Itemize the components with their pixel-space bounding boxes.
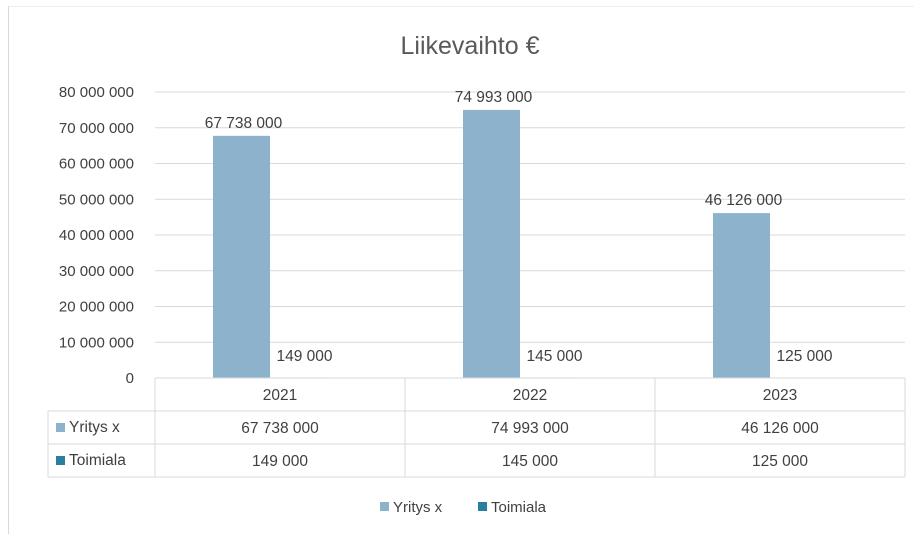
table-row-label: Toimiala: [69, 452, 126, 469]
y-tick-label: 20 000 000: [59, 299, 134, 316]
legend-label-yritys-x: Yritys x: [393, 499, 443, 516]
y-tick-label: 50 000 000: [59, 191, 134, 208]
table-cell: 67 738 000: [241, 420, 319, 437]
y-tick-label: 30 000 000: [59, 263, 134, 280]
data-label: 149 000: [276, 348, 332, 365]
table-legend-key: [56, 456, 65, 465]
bars: [213, 109, 827, 378]
legend-key-yritys-x: [380, 502, 389, 511]
table-cell: 145 000: [502, 453, 558, 470]
table-cell: 125 000: [752, 453, 808, 470]
table-cell: 74 993 000: [491, 420, 569, 437]
legend: Yritys x Toimiala: [380, 499, 547, 516]
y-axis-ticks: 0 10 000 000 20 000 000 30 000 000 40 000 00…: [59, 84, 134, 387]
data-table: 2021 2022 2023 Yritys x 67 738 000 74 993 000…: [47, 377, 906, 478]
bar-yritys-x-2021: [213, 135, 270, 378]
chart-frame: [8, 6, 914, 534]
bar-yritys-x-2022: [463, 109, 520, 378]
data-label: 67 738 000: [205, 115, 283, 132]
y-tick-label: 70 000 000: [59, 120, 134, 137]
legend-key-toimiala: [478, 502, 487, 511]
data-labels: 67 738 000 149 000 74 993 000 145 000 46 126…: [205, 89, 833, 365]
table-row-label: Yritys x: [69, 419, 120, 436]
y-tick-label: 40 000 000: [59, 227, 134, 244]
data-label: 46 126 000: [705, 192, 783, 209]
y-tick-label: 60 000 000: [59, 156, 134, 173]
legend-label-toimiala: Toimiala: [491, 499, 547, 516]
y-tick-label: 10 000 000: [59, 334, 134, 351]
table-legend-key: [56, 423, 65, 432]
data-label: 125 000: [776, 348, 832, 365]
data-label: 74 993 000: [455, 89, 533, 106]
table-header-2023: 2023: [763, 387, 797, 404]
y-tick-label: 80 000 000: [59, 84, 134, 101]
y-tick-label: 0: [126, 370, 134, 387]
data-label: 145 000: [526, 348, 582, 365]
chart-title: Liikevaihto €: [401, 32, 540, 60]
table-header-2022: 2022: [513, 387, 547, 404]
table-header-2021: 2021: [263, 387, 297, 404]
table-cell: 149 000: [252, 453, 308, 470]
table-cell: 46 126 000: [741, 420, 819, 437]
bar-yritys-x-2023: [713, 213, 770, 378]
